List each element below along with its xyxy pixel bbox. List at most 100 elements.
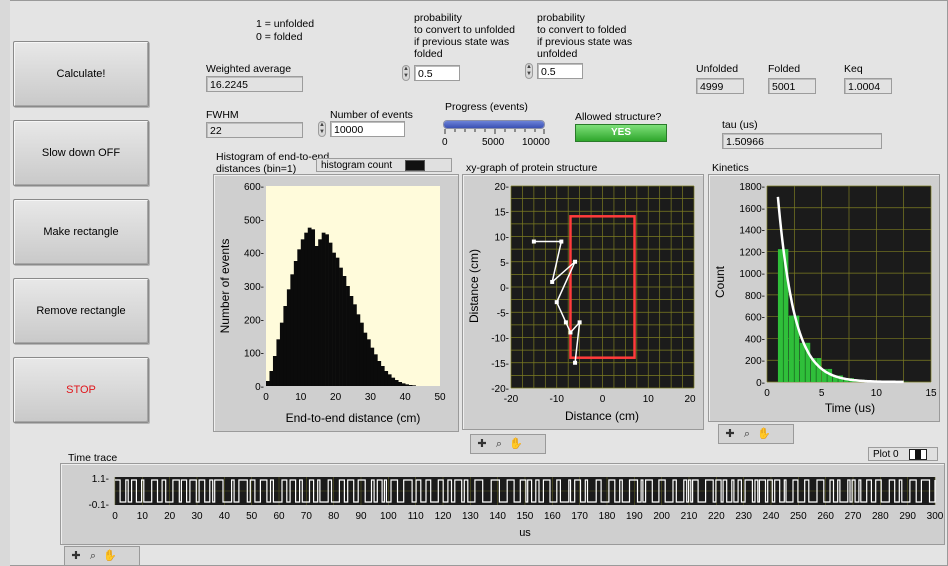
histogram-bar xyxy=(318,239,322,386)
crosshair-icon[interactable]: ✚ xyxy=(477,438,487,450)
histogram-ytick: 400- xyxy=(244,249,264,260)
kinetics-ytick: 1600- xyxy=(739,204,765,215)
weighted-average-value: 16.2245 xyxy=(206,76,303,92)
xy-title: xy-graph of protein structure xyxy=(466,162,598,174)
calculate-button[interactable]: Calculate! xyxy=(13,41,149,107)
histogram-legend[interactable]: histogram count xyxy=(316,158,452,172)
crosshair-icon[interactable]: ✚ xyxy=(71,550,81,562)
kinetics-ytick: 200- xyxy=(745,356,765,367)
histogram-bar xyxy=(279,322,284,386)
histogram-bar xyxy=(283,306,288,386)
xy-point xyxy=(550,279,555,284)
histogram-xtick: 40 xyxy=(400,392,412,403)
time-trace-xtick: 120 xyxy=(435,511,452,522)
histogram-ytick: 300- xyxy=(244,282,264,293)
histogram-bar xyxy=(398,382,403,386)
progress-tick-5000: 5000 xyxy=(482,137,505,148)
time-trace-xlabel: us xyxy=(519,527,531,539)
histogram-ytick: 100- xyxy=(244,349,264,360)
zoom-icon[interactable]: ⌕ xyxy=(495,438,503,450)
slow-down-button[interactable]: Slow down OFF xyxy=(13,120,149,186)
histogram-bar xyxy=(373,354,378,386)
histogram-bar xyxy=(286,289,291,386)
histogram-bar xyxy=(297,249,302,386)
histogram-bar xyxy=(380,366,385,386)
histogram-bar xyxy=(412,385,416,386)
histogram-bar xyxy=(405,384,409,386)
hand-icon[interactable]: ✋ xyxy=(509,438,523,450)
histogram-bar xyxy=(311,229,316,386)
histogram-ytick: 500- xyxy=(244,215,264,226)
stop-button[interactable]: STOP xyxy=(13,357,149,423)
prob-unfold-label-2: to convert to unfolded xyxy=(414,24,515,36)
prob-unfold-input[interactable]: 0.5 xyxy=(414,65,460,81)
time-trace-xtick: 130 xyxy=(462,511,479,522)
xy-point xyxy=(559,239,564,244)
kinetics-ytick: 1400- xyxy=(739,226,765,237)
left-edge xyxy=(0,0,10,566)
zoom-icon[interactable]: ⌕ xyxy=(89,550,97,562)
histogram-bar xyxy=(339,267,343,386)
prob-fold-input[interactable]: 0.5 xyxy=(537,63,583,79)
histogram-legend-swatch-icon xyxy=(404,159,425,171)
xy-ytick: 20- xyxy=(495,182,509,193)
state-legend-unfolded: 1 = unfolded xyxy=(256,18,315,30)
histogram-bar xyxy=(384,371,389,386)
xy-ytick: 10- xyxy=(495,233,509,244)
prob-fold-spinner[interactable]: ▲ ▼ xyxy=(525,63,533,79)
time-trace-legend-swatch-icon xyxy=(909,448,928,460)
xy-xtick: -10 xyxy=(550,394,565,405)
time-trace-xtick: 230 xyxy=(735,511,752,522)
xy-ylabel: Distance (cm) xyxy=(467,249,481,323)
histogram-bar xyxy=(363,332,368,386)
prob-unfold-spinner[interactable]: ▲ ▼ xyxy=(402,65,410,81)
num-events-label: Number of events xyxy=(330,109,413,121)
xy-ytick: -20- xyxy=(491,384,509,395)
time-trace-xtick: 10 xyxy=(137,511,149,522)
time-trace-xtick: 290 xyxy=(899,511,916,522)
folded-label: Folded xyxy=(768,63,801,75)
kinetics-xtick: 15 xyxy=(925,388,937,399)
kinetics-ylabel: Count xyxy=(713,265,727,298)
histogram-xtick: 10 xyxy=(295,392,307,403)
histogram-bar xyxy=(314,246,319,386)
weighted-average-label: Weighted average xyxy=(206,63,292,75)
time-trace-xtick: 280 xyxy=(872,511,889,522)
hand-icon[interactable]: ✋ xyxy=(103,550,117,562)
time-trace-legend[interactable]: Plot 0 xyxy=(868,447,938,461)
state-legend-folded: 0 = folded xyxy=(256,31,303,43)
histogram-bar xyxy=(387,374,392,386)
histogram-bar xyxy=(349,296,354,386)
crosshair-icon[interactable]: ✚ xyxy=(725,428,735,440)
histogram-ylabel: Number of events xyxy=(218,239,232,334)
unfolded-label: Unfolded xyxy=(696,63,739,75)
histogram-bar xyxy=(307,227,312,386)
histogram-xtick: 20 xyxy=(330,392,342,403)
histogram-bar xyxy=(328,242,333,386)
zoom-icon[interactable]: ⌕ xyxy=(743,428,751,440)
xy-chart: 20- 15- 10- 5- 0- -5- -10- -15- -20- -20 -10 0 10 20… xyxy=(467,182,696,423)
xy-ytick: 0- xyxy=(500,283,509,294)
remove-rectangle-button[interactable]: Remove rectangle xyxy=(13,278,149,344)
xy-ytick: -15- xyxy=(491,359,509,370)
histogram-bar xyxy=(335,257,340,386)
unfolded-value: 4999 xyxy=(696,78,744,94)
hand-icon[interactable]: ✋ xyxy=(757,428,771,440)
num-events-spinner[interactable]: ▲ ▼ xyxy=(318,121,326,137)
xy-point xyxy=(568,330,573,335)
histogram-ytick: 200- xyxy=(244,315,264,326)
histogram-bar xyxy=(321,232,326,386)
num-events-input[interactable]: 10000 xyxy=(330,121,405,137)
time-trace-xtick: 270 xyxy=(845,511,862,522)
make-rectangle-button[interactable]: Make rectangle xyxy=(13,199,149,265)
time-trace-toolbar: ✚ ⌕ ✋ xyxy=(64,546,140,566)
histogram-xtick: 50 xyxy=(434,392,446,403)
fwhm-label: FWHM xyxy=(206,109,239,121)
time-trace-xtick: 160 xyxy=(544,511,561,522)
time-trace-xtick: 220 xyxy=(708,511,725,522)
histogram-bar xyxy=(353,304,357,386)
tau-value: 1.50966 xyxy=(722,133,882,149)
time-trace-xtick: 100 xyxy=(380,511,397,522)
kinetics-ytick: 800- xyxy=(745,291,765,302)
kinetics-toolbar: ✚ ⌕ ✋ xyxy=(718,424,794,444)
